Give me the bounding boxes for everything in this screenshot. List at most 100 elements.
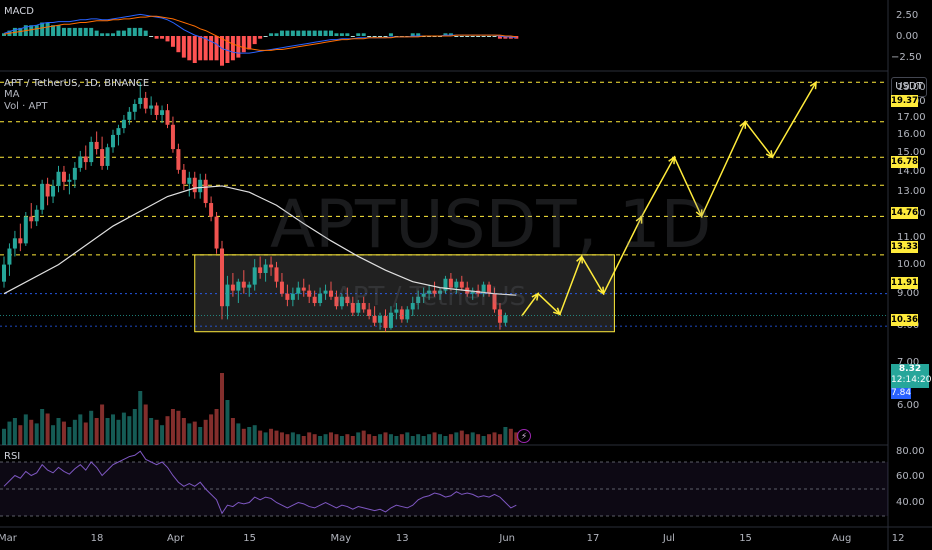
candle-body	[481, 284, 486, 294]
candle-body	[388, 312, 393, 328]
projection-arrowhead	[695, 209, 703, 218]
macd-histogram-bar	[274, 33, 279, 36]
price-axis-tick: 19.00	[897, 81, 926, 93]
macd-histogram-bar	[2, 33, 6, 36]
x-axis-tick: 15	[739, 533, 752, 544]
volume-bar	[383, 432, 388, 445]
macd-histogram-bar	[127, 27, 132, 36]
candle-body	[181, 169, 186, 184]
candle-body	[51, 185, 56, 197]
candle-body	[416, 296, 421, 304]
volume-bar	[356, 432, 361, 445]
volume-bar	[481, 436, 486, 445]
symbol-title[interactable]: APT / TetherUS, 1D, BINANCE	[4, 78, 150, 89]
price-axis-tick: 10.00	[897, 258, 926, 270]
volume-bar	[503, 427, 508, 445]
volume-bar	[138, 391, 143, 445]
volume-bar	[258, 430, 263, 445]
macd-histogram-bar	[269, 33, 274, 36]
volume-bar	[89, 410, 94, 445]
volume-bar	[269, 428, 274, 445]
price-axis-tick: 7.00	[897, 356, 920, 368]
volume-bar	[448, 434, 453, 445]
macd-histogram-bar	[383, 36, 388, 37]
macd-histogram-bar	[378, 36, 383, 37]
volume-bar	[388, 434, 393, 445]
volume-bar	[94, 418, 99, 445]
candle-body	[116, 128, 121, 135]
volume-bar	[350, 436, 355, 445]
macd-histogram-bar	[252, 36, 257, 45]
volume-bar	[209, 414, 214, 445]
price-axis-tick: 17.00	[897, 112, 926, 124]
candle-body	[427, 290, 432, 294]
rsi-tick: 40.00	[896, 497, 925, 508]
volume-bar	[465, 434, 470, 445]
volume-bar	[149, 418, 154, 445]
candle-body	[438, 290, 442, 294]
price-axis-tick: 6.00	[897, 399, 920, 411]
volume-bar	[345, 434, 350, 445]
watermark-symbol: APTUSDT, 1D	[270, 186, 712, 263]
macd-histogram-bar	[367, 36, 372, 37]
candle-body	[405, 309, 410, 320]
volume-bar	[405, 432, 410, 445]
candle-body	[378, 316, 383, 323]
macd-histogram-bar	[241, 36, 246, 53]
x-axis-tick: Mar	[0, 533, 17, 544]
ma-legend[interactable]: MA	[4, 89, 20, 100]
candle-body	[296, 287, 301, 294]
candle-body	[301, 287, 306, 291]
price-axis-tick: 13.00	[897, 186, 926, 198]
candle-body	[459, 281, 464, 288]
macd-histogram-bar	[176, 36, 181, 53]
watermark-name: APT / TetherUS	[335, 282, 526, 312]
candle-body	[105, 147, 110, 166]
candle-body	[149, 105, 154, 109]
rsi-line	[3, 450, 517, 515]
macd-histogram-bar	[236, 36, 241, 58]
macd-histogram-bar	[209, 36, 214, 61]
candle-body	[285, 293, 290, 300]
macd-histogram-bar	[307, 30, 312, 36]
macd-tick: 2.50	[896, 10, 919, 21]
candle-body	[247, 284, 252, 288]
level-tag: 16.78	[891, 156, 918, 168]
candle-body	[94, 141, 99, 150]
volume-bar	[241, 428, 246, 445]
macd-histogram-bar	[89, 27, 94, 36]
volume-bar	[230, 418, 235, 445]
volume-bar	[307, 432, 312, 445]
candle-body	[176, 149, 181, 170]
candle-body	[492, 293, 497, 310]
macd-histogram-bar	[459, 36, 464, 37]
macd-histogram-bar	[45, 22, 50, 36]
volume-bar	[279, 432, 284, 445]
macd-histogram-bar	[497, 36, 502, 39]
macd-histogram-bar	[149, 36, 154, 37]
volume-legend[interactable]: Vol · APT	[4, 101, 48, 112]
candle-body	[2, 264, 6, 282]
volume-bar	[410, 436, 415, 445]
candle-body	[220, 248, 224, 307]
volume-bar	[329, 432, 333, 445]
volume-bar	[176, 410, 181, 445]
volume-bar	[492, 432, 497, 445]
candle-body	[323, 290, 328, 294]
candle-body	[269, 264, 274, 268]
candle-body	[187, 177, 192, 184]
candle-body	[29, 216, 34, 222]
candle-body	[56, 171, 61, 186]
level-tag: 14.76	[891, 207, 918, 219]
volume-bar	[432, 432, 437, 445]
volume-bar	[372, 436, 377, 445]
projection-arrowhead	[635, 215, 643, 224]
volume-bar	[459, 430, 464, 445]
macd-histogram-bar	[279, 30, 284, 36]
macd-histogram-bar	[263, 36, 268, 37]
candle-body	[497, 309, 502, 323]
lightning-icon[interactable]: ⚡	[517, 429, 531, 443]
macd-histogram-bar	[454, 36, 459, 37]
volume-bar	[181, 418, 186, 445]
